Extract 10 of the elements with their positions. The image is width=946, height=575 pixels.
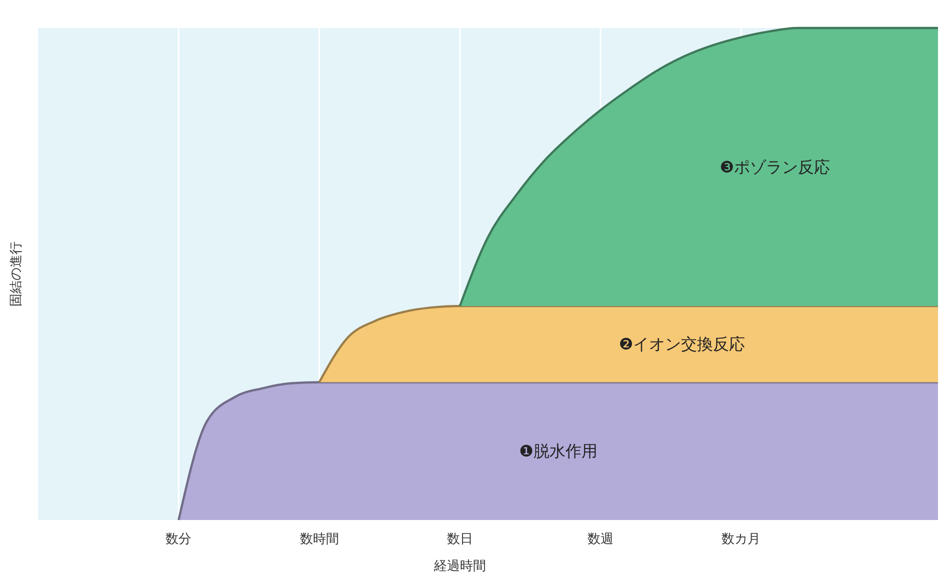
text: 固結の進行	[9, 242, 24, 306]
x-tick-label: 数週	[588, 531, 614, 546]
x-tick-label: 数日	[446, 531, 473, 546]
series-label: ❶脱水作用	[519, 442, 598, 461]
x-tick-label: 数カ月	[722, 531, 761, 546]
x-tick-label: 数時間	[300, 531, 339, 546]
x-axis-title: 経過時間	[432, 559, 486, 574]
x-tick-label: 数分	[166, 531, 192, 546]
series-label: ❷イオン交換反応	[618, 334, 746, 354]
series-label: ❸ポゾラン反応	[720, 158, 830, 177]
